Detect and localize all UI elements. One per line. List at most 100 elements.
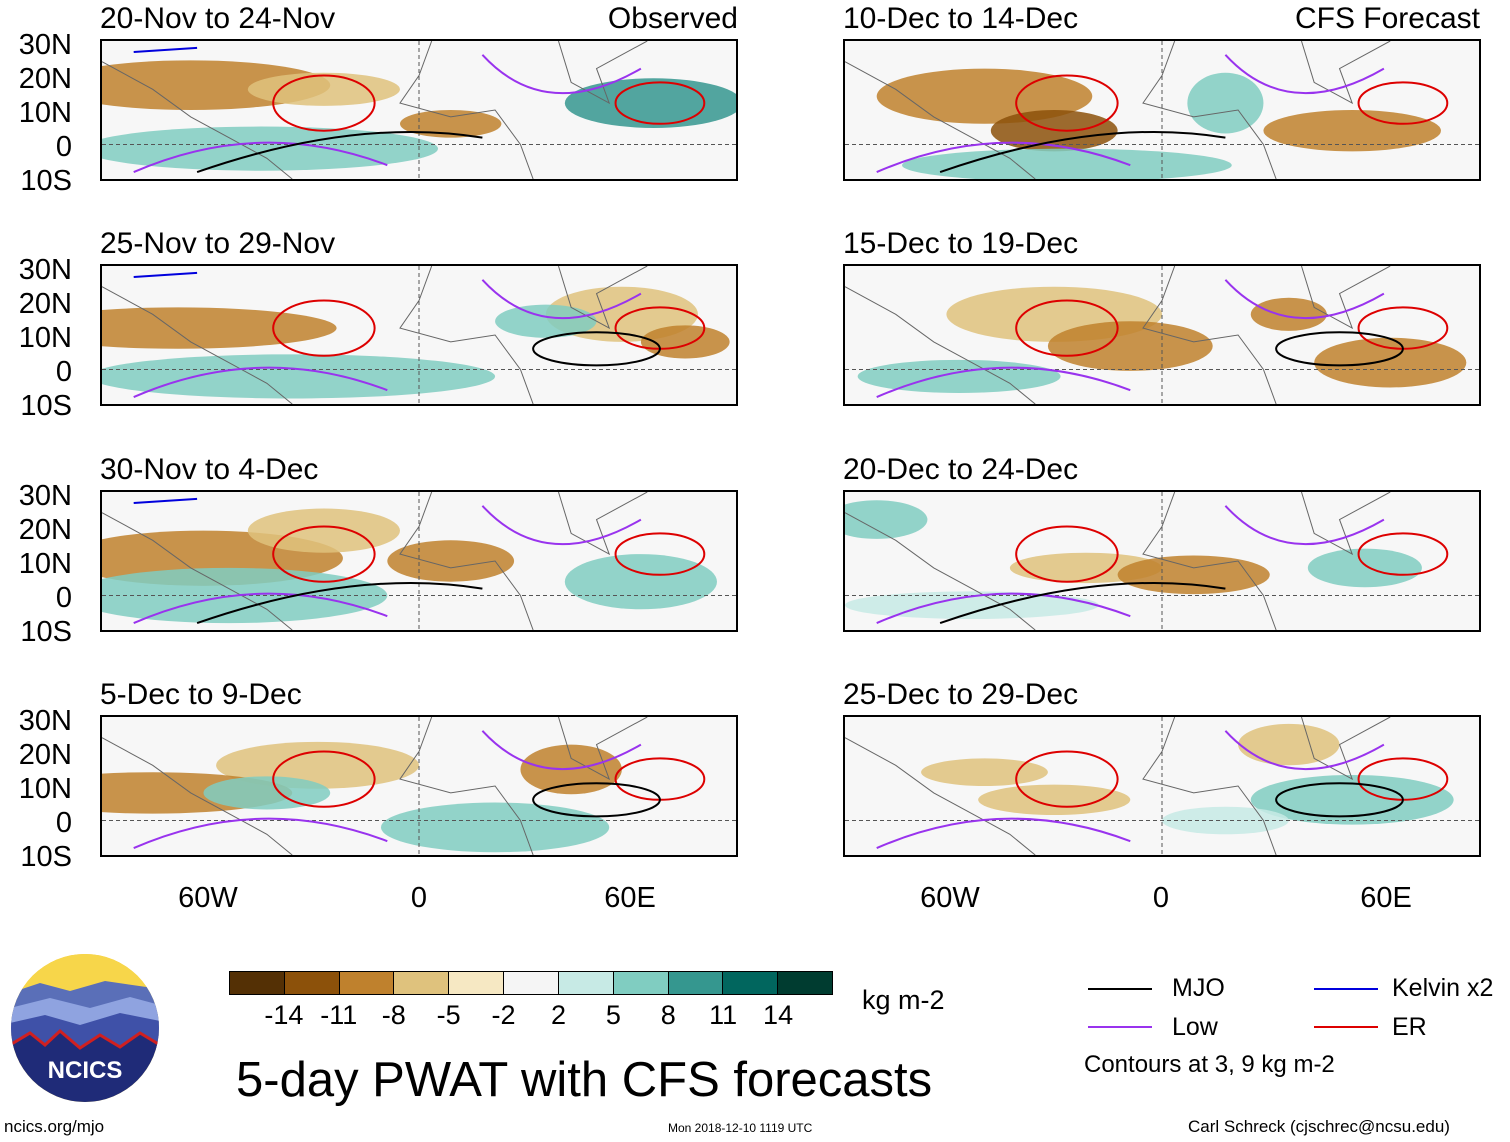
- left-map-panel-2: [100, 264, 738, 406]
- er-contour: [1015, 74, 1119, 132]
- left-map-panel-4: [100, 715, 738, 857]
- x-label-60w-left: 60W: [178, 882, 238, 914]
- colorbar-segment: [338, 972, 394, 994]
- pwat-shading: [102, 126, 438, 171]
- pwat-shading: [876, 68, 1093, 124]
- mjo-contour: [532, 782, 661, 818]
- pwat-shading: [1250, 297, 1327, 331]
- pwat-shading: [380, 802, 610, 853]
- mjo-contour: [939, 130, 1226, 174]
- legend-label-low: Low: [1172, 1013, 1218, 1041]
- kelvin-contour: [133, 46, 198, 54]
- footer-url[interactable]: ncics.org/mjo: [4, 1117, 105, 1136]
- colorbar-segment: [777, 972, 832, 994]
- pwat-shading: [845, 591, 1099, 619]
- er-contour: [272, 74, 376, 132]
- low-contour: [876, 817, 1131, 850]
- legend-line-low: [1088, 1026, 1152, 1028]
- left-panel-title-4: 5-Dec to 9-Dec: [100, 678, 302, 711]
- low-contour: [1224, 54, 1385, 95]
- y-label-20n-row3: 20N: [18, 514, 72, 546]
- er-contour: [614, 757, 706, 801]
- observed-label: Observed: [607, 2, 738, 35]
- y-label-10s-row1: 10S: [20, 165, 72, 197]
- low-contour: [876, 366, 1131, 399]
- coastline: [1301, 492, 1391, 556]
- colorbar-segment: [612, 972, 668, 994]
- low-contour: [133, 366, 388, 399]
- mjo-contour: [1275, 331, 1404, 367]
- er-contour: [1357, 81, 1449, 125]
- pwat-shading: [1263, 110, 1441, 152]
- coastline: [102, 61, 293, 179]
- x-label-0-right: 0: [1152, 882, 1170, 914]
- right-map-panel-2: [843, 264, 1481, 406]
- er-contour: [614, 532, 706, 576]
- right-map-panel-3: [843, 490, 1481, 632]
- coastline: [1142, 492, 1277, 630]
- y-label-0-row1: 0: [55, 131, 72, 163]
- left-map-panel-3: [100, 490, 738, 632]
- left-panel-title-3: 30-Nov to 4-Dec: [100, 453, 319, 486]
- low-contour: [133, 141, 388, 174]
- coastline: [102, 737, 293, 855]
- low-contour: [481, 279, 642, 320]
- y-label-30n-row2: 30N: [18, 254, 72, 286]
- mjo-contour: [1275, 782, 1404, 818]
- coastline: [399, 492, 534, 630]
- right-panel-title-2: 15-Dec to 19-Dec: [843, 227, 1079, 260]
- colorbar-tick-label: 5: [605, 1000, 621, 1030]
- pwat-shading: [1307, 548, 1422, 588]
- colorbar-segment: [667, 972, 723, 994]
- right-panel-title-1: 10-Dec to 14-Dec: [843, 2, 1079, 35]
- coastline: [558, 266, 648, 330]
- colorbar-unit: kg m-2: [862, 985, 945, 1015]
- y-label-30n-row1: 30N: [18, 29, 72, 61]
- pwat-shading: [564, 554, 717, 610]
- colorbar-tick-label: 8: [660, 1000, 676, 1030]
- x-label-60e-right: 60E: [1360, 882, 1412, 914]
- low-contour: [876, 592, 1131, 625]
- kelvin-contour: [133, 497, 198, 505]
- low-contour: [1224, 505, 1385, 546]
- pwat-shading: [1314, 337, 1467, 388]
- coastline: [1142, 41, 1277, 179]
- right-panel-title-3: 20-Dec to 24-Dec: [843, 453, 1079, 486]
- y-label-0-row4: 0: [55, 807, 72, 839]
- pwat-shading: [102, 307, 337, 349]
- pwat-shading: [857, 359, 1061, 393]
- y-label-30n-row4: 30N: [18, 705, 72, 737]
- left-panel-title-1: 20-Nov to 24-Nov: [100, 2, 336, 35]
- x-label-60e-left: 60E: [604, 882, 656, 914]
- legend-label-kelvin: Kelvin x2: [1392, 974, 1494, 1002]
- y-label-10n-row4: 10N: [18, 773, 72, 805]
- low-contour: [481, 730, 642, 771]
- coastline: [399, 41, 534, 179]
- pwat-shading: [564, 78, 736, 128]
- pwat-shading: [1187, 72, 1264, 134]
- y-label-10n-row3: 10N: [18, 548, 72, 580]
- pwat-shading: [978, 784, 1131, 815]
- colorbar-segment: [722, 972, 778, 994]
- left-panel-title-2: 25-Nov to 29-Nov: [100, 227, 336, 260]
- coastline: [845, 737, 1036, 855]
- x-label-60w-right: 60W: [920, 882, 980, 914]
- y-label-10n-row2: 10N: [18, 322, 72, 354]
- pwat-shading: [102, 354, 496, 399]
- coastline: [845, 61, 1036, 179]
- colorbar-segment: [557, 972, 613, 994]
- right-panel-title-4: 25-Dec to 29-Dec: [843, 678, 1079, 711]
- colorbar-segment: [448, 972, 504, 994]
- coastline: [1301, 266, 1391, 330]
- mjo-contour: [196, 130, 483, 174]
- low-contour: [133, 817, 388, 850]
- colorbar-tick-label: 14: [763, 1000, 794, 1030]
- pwat-shading: [399, 110, 502, 138]
- cfs-forecast-label: CFS Forecast: [1294, 2, 1480, 35]
- colorbar-tick-label: -5: [436, 1000, 461, 1030]
- x-label-0-left: 0: [410, 882, 428, 914]
- colorbar-tick-label: -8: [381, 1000, 406, 1030]
- er-contour: [1357, 532, 1449, 576]
- colorbar-tick-label: 2: [550, 1000, 566, 1030]
- main-title: 5-day PWAT with CFS forecasts: [236, 1053, 933, 1107]
